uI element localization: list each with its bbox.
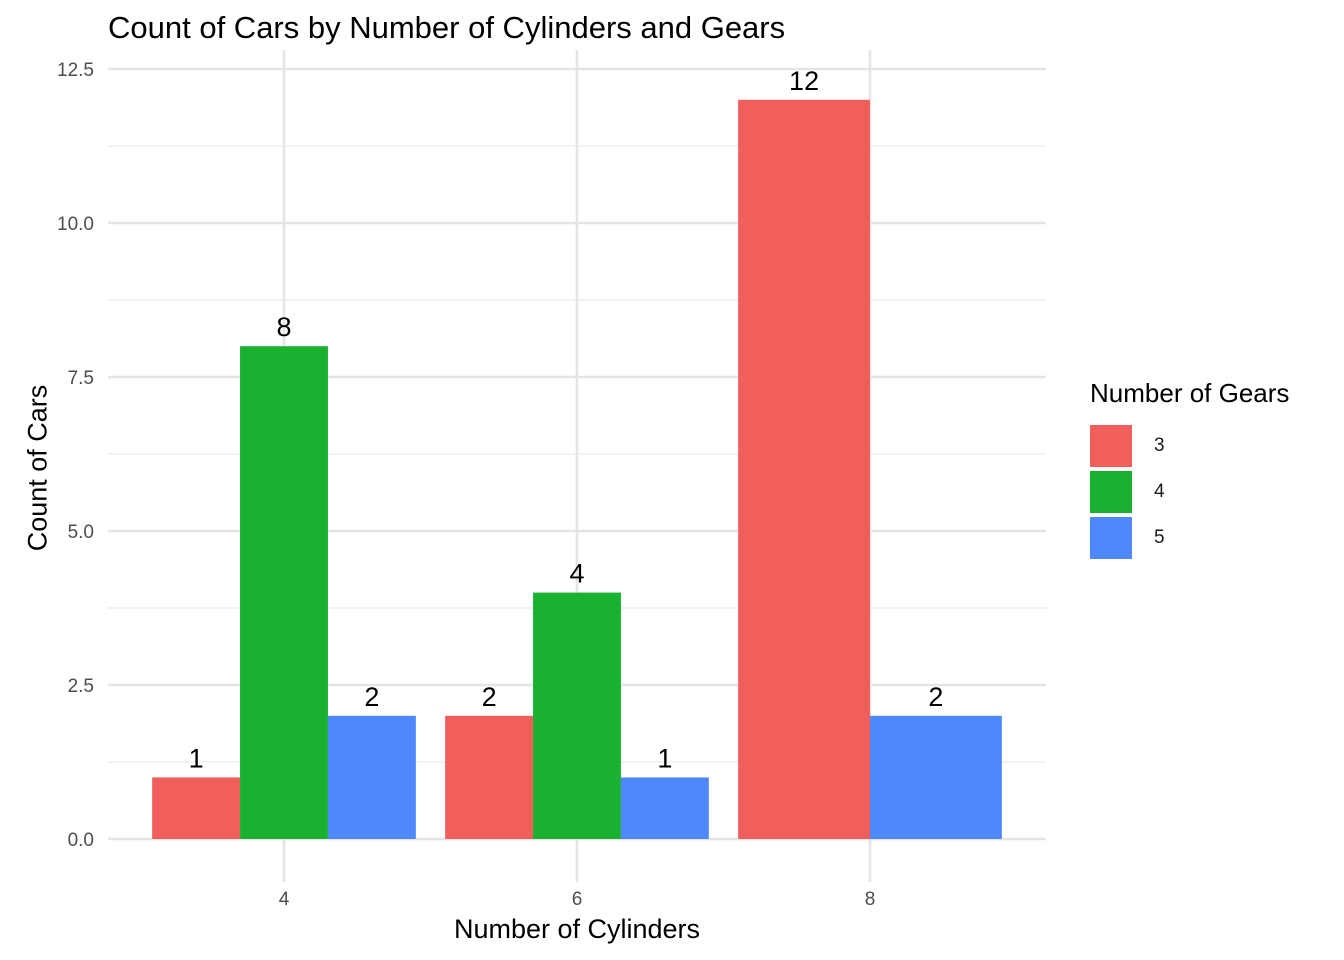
bar-value-label: 2 (482, 682, 497, 712)
legend-items: 3 4 5 (1090, 423, 1289, 561)
legend-label: 4 (1154, 481, 1165, 502)
bar-value-label: 12 (789, 66, 819, 96)
y-tick-label: 2.5 (68, 676, 94, 697)
legend-label: 5 (1154, 527, 1165, 548)
bar (445, 715, 534, 839)
bar-value-label: 2 (928, 682, 943, 712)
y-tick-label: 5.0 (68, 522, 94, 543)
y-tick-label: 10.0 (57, 214, 94, 235)
bar (152, 777, 241, 839)
bar-value-label: 1 (657, 743, 672, 773)
legend-item: 4 (1090, 469, 1289, 515)
bar (327, 715, 416, 839)
bar-value-label: 4 (569, 559, 584, 589)
x-tick-label: 6 (572, 889, 583, 910)
bar (870, 715, 1002, 839)
legend-item: 5 (1090, 515, 1289, 561)
x-tick-label: 8 (865, 889, 876, 910)
legend: Number of Gears 3 4 5 (1090, 378, 1289, 561)
bar-value-label: 8 (276, 312, 291, 342)
legend-key-swatch (1090, 425, 1132, 467)
y-tick-label: 7.5 (68, 368, 94, 389)
y-axis-label: Count of Cars (22, 384, 53, 552)
legend-title: Number of Gears (1090, 378, 1290, 408)
legend-label: 3 (1154, 435, 1165, 456)
legend-key-swatch (1090, 471, 1132, 513)
bar-value-label: 2 (364, 682, 379, 712)
bar (240, 346, 328, 839)
y-tick-label: 0.0 (68, 830, 94, 851)
bar (620, 777, 709, 839)
bar (738, 99, 870, 840)
x-tick-label: 4 (279, 889, 290, 910)
x-axis-label: Number of Cylinders (453, 914, 701, 944)
chart-title: Count of Cars by Number of Cylinders and… (108, 10, 786, 45)
bar (533, 592, 621, 839)
legend-item: 3 (1090, 423, 1289, 469)
y-tick-label: 12.5 (57, 60, 94, 81)
legend-key-swatch (1090, 517, 1132, 559)
bar-value-label: 1 (189, 743, 204, 773)
